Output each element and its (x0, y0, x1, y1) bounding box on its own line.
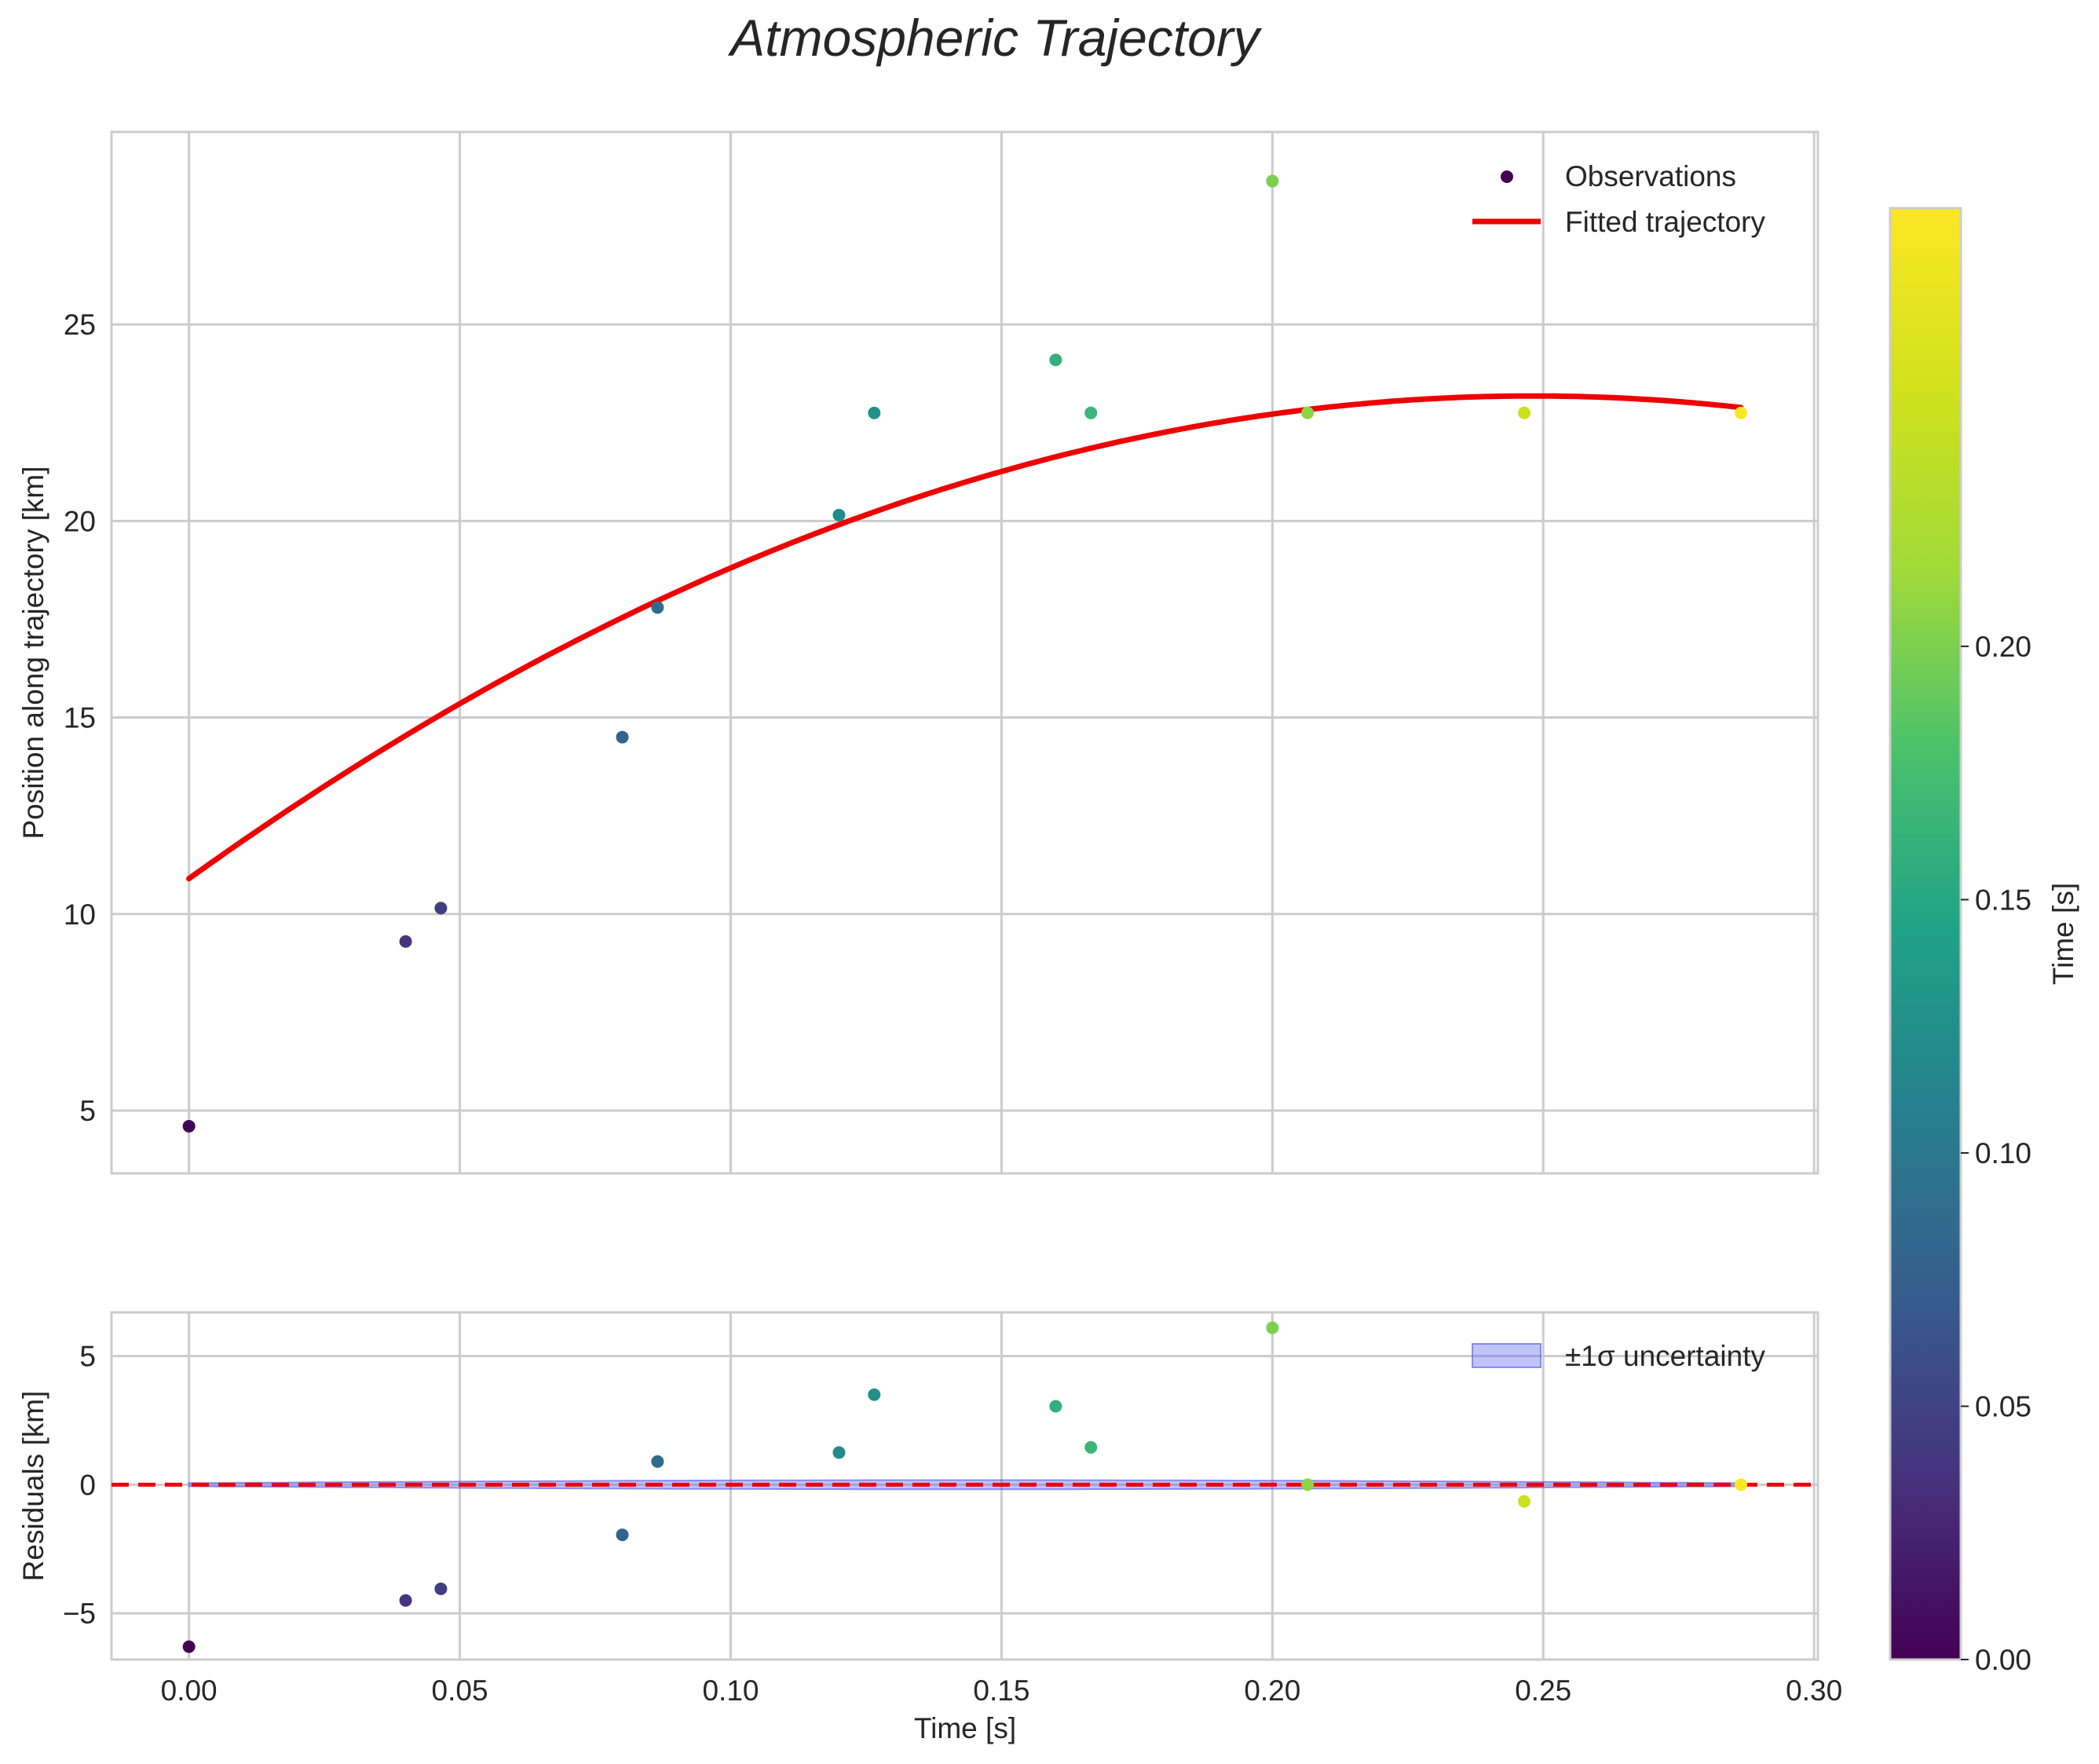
bottom-panel: −5 0 5 0.00 0.05 0.10 0.15 0.20 0.25 0.30 Residu… (17, 1311, 1843, 1744)
chart-title: Atmospheric Trajectory (727, 9, 1263, 67)
x-tick-label: 0.10 (702, 1674, 759, 1707)
residual-point (1266, 1321, 1279, 1334)
observation-point (1084, 406, 1098, 419)
x-tick-label: 0.15 (973, 1674, 1029, 1707)
x-tick-label: 0.00 (161, 1674, 218, 1707)
x-tick-label: 0.20 (1244, 1674, 1300, 1707)
residual-point (651, 1455, 664, 1468)
residual-point (1735, 1478, 1748, 1491)
legend-observations-label: Observations (1565, 160, 1736, 192)
top-y-tick-label: 20 (64, 505, 96, 537)
top-y-axis-label: Position along trajectory [km] (17, 466, 49, 839)
top-grid (112, 132, 1818, 1173)
residual-point (1049, 1400, 1062, 1413)
observation-point (1266, 174, 1279, 188)
colorbar-tick-label: 0.15 (1975, 884, 2031, 916)
residual-point (434, 1582, 448, 1595)
residual-point (1301, 1478, 1315, 1491)
legend-observations-marker (1501, 170, 1513, 183)
top-y-tick-label: 25 (64, 309, 96, 341)
observation-point (1735, 406, 1748, 419)
observation-point (1301, 406, 1315, 419)
residual-point (399, 1594, 412, 1607)
top-panel: 5 10 15 20 25 Position along trajectory [km]… (17, 130, 1819, 1175)
top-y-tick-label: 5 (79, 1095, 96, 1127)
x-tick-label: 0.30 (1786, 1674, 1842, 1707)
residual-point (1084, 1440, 1098, 1454)
top-y-tick-label: 15 (64, 702, 96, 734)
residual-point (182, 1640, 196, 1653)
legend-fit-label: Fitted trajectory (1565, 206, 1765, 238)
observation-point (434, 902, 448, 915)
colorbar-gradient (1889, 207, 1962, 1661)
residual-point (832, 1446, 846, 1459)
colorbar-label: Time [s] (2047, 883, 2079, 985)
colorbar-tick-label: 0.10 (1975, 1137, 2031, 1169)
observation-points (182, 174, 1748, 1133)
observation-point (651, 601, 664, 614)
legend-uncertainty-swatch (1472, 1343, 1541, 1368)
colorbar-tick-label: 0.20 (1975, 631, 2031, 663)
observation-point (1518, 406, 1531, 419)
top-y-ticks: 5 10 15 20 25 (64, 309, 96, 1127)
fitted-trajectory-line (186, 393, 1744, 882)
bottom-x-ticks: 0.00 0.05 0.10 0.15 0.20 0.25 0.30 (161, 1674, 1843, 1707)
bottom-y-tick-label: 5 (79, 1341, 96, 1373)
bottom-y-ticks: −5 0 5 (63, 1341, 96, 1630)
bottom-y-tick-label: −5 (63, 1597, 96, 1630)
top-y-tick-label: 10 (64, 898, 96, 931)
observation-point (182, 1119, 196, 1133)
residual-point (616, 1528, 629, 1542)
x-axis-label: Time [s] (914, 1712, 1016, 1744)
observation-point (868, 406, 881, 419)
top-legend: Observations Fitted trajectory (1472, 160, 1765, 238)
colorbar-ticks: 0.00 0.05 0.10 0.15 0.20 (1961, 631, 2031, 1676)
colorbar-tick-label: 0.00 (1975, 1644, 2031, 1676)
residual-point (1518, 1495, 1531, 1508)
bottom-y-axis-label: Residuals [km] (17, 1391, 49, 1582)
top-plot-frame (110, 130, 1819, 1175)
residual-point (868, 1388, 881, 1401)
x-tick-label: 0.05 (432, 1674, 488, 1707)
residual-points (182, 1321, 1748, 1653)
observation-point (399, 935, 412, 948)
x-tick-label: 0.25 (1515, 1674, 1571, 1707)
observation-point (616, 730, 629, 744)
colorbar: 0.00 0.05 0.10 0.15 0.20 Time [s] (1889, 207, 2079, 1676)
bottom-y-tick-label: 0 (79, 1469, 96, 1501)
bottom-legend: ±1σ uncertainty (1472, 1340, 1765, 1372)
observation-point (832, 508, 846, 522)
legend-uncertainty-label: ±1σ uncertainty (1565, 1340, 1765, 1372)
observation-point (1049, 353, 1062, 367)
colorbar-tick-label: 0.05 (1975, 1390, 2031, 1422)
